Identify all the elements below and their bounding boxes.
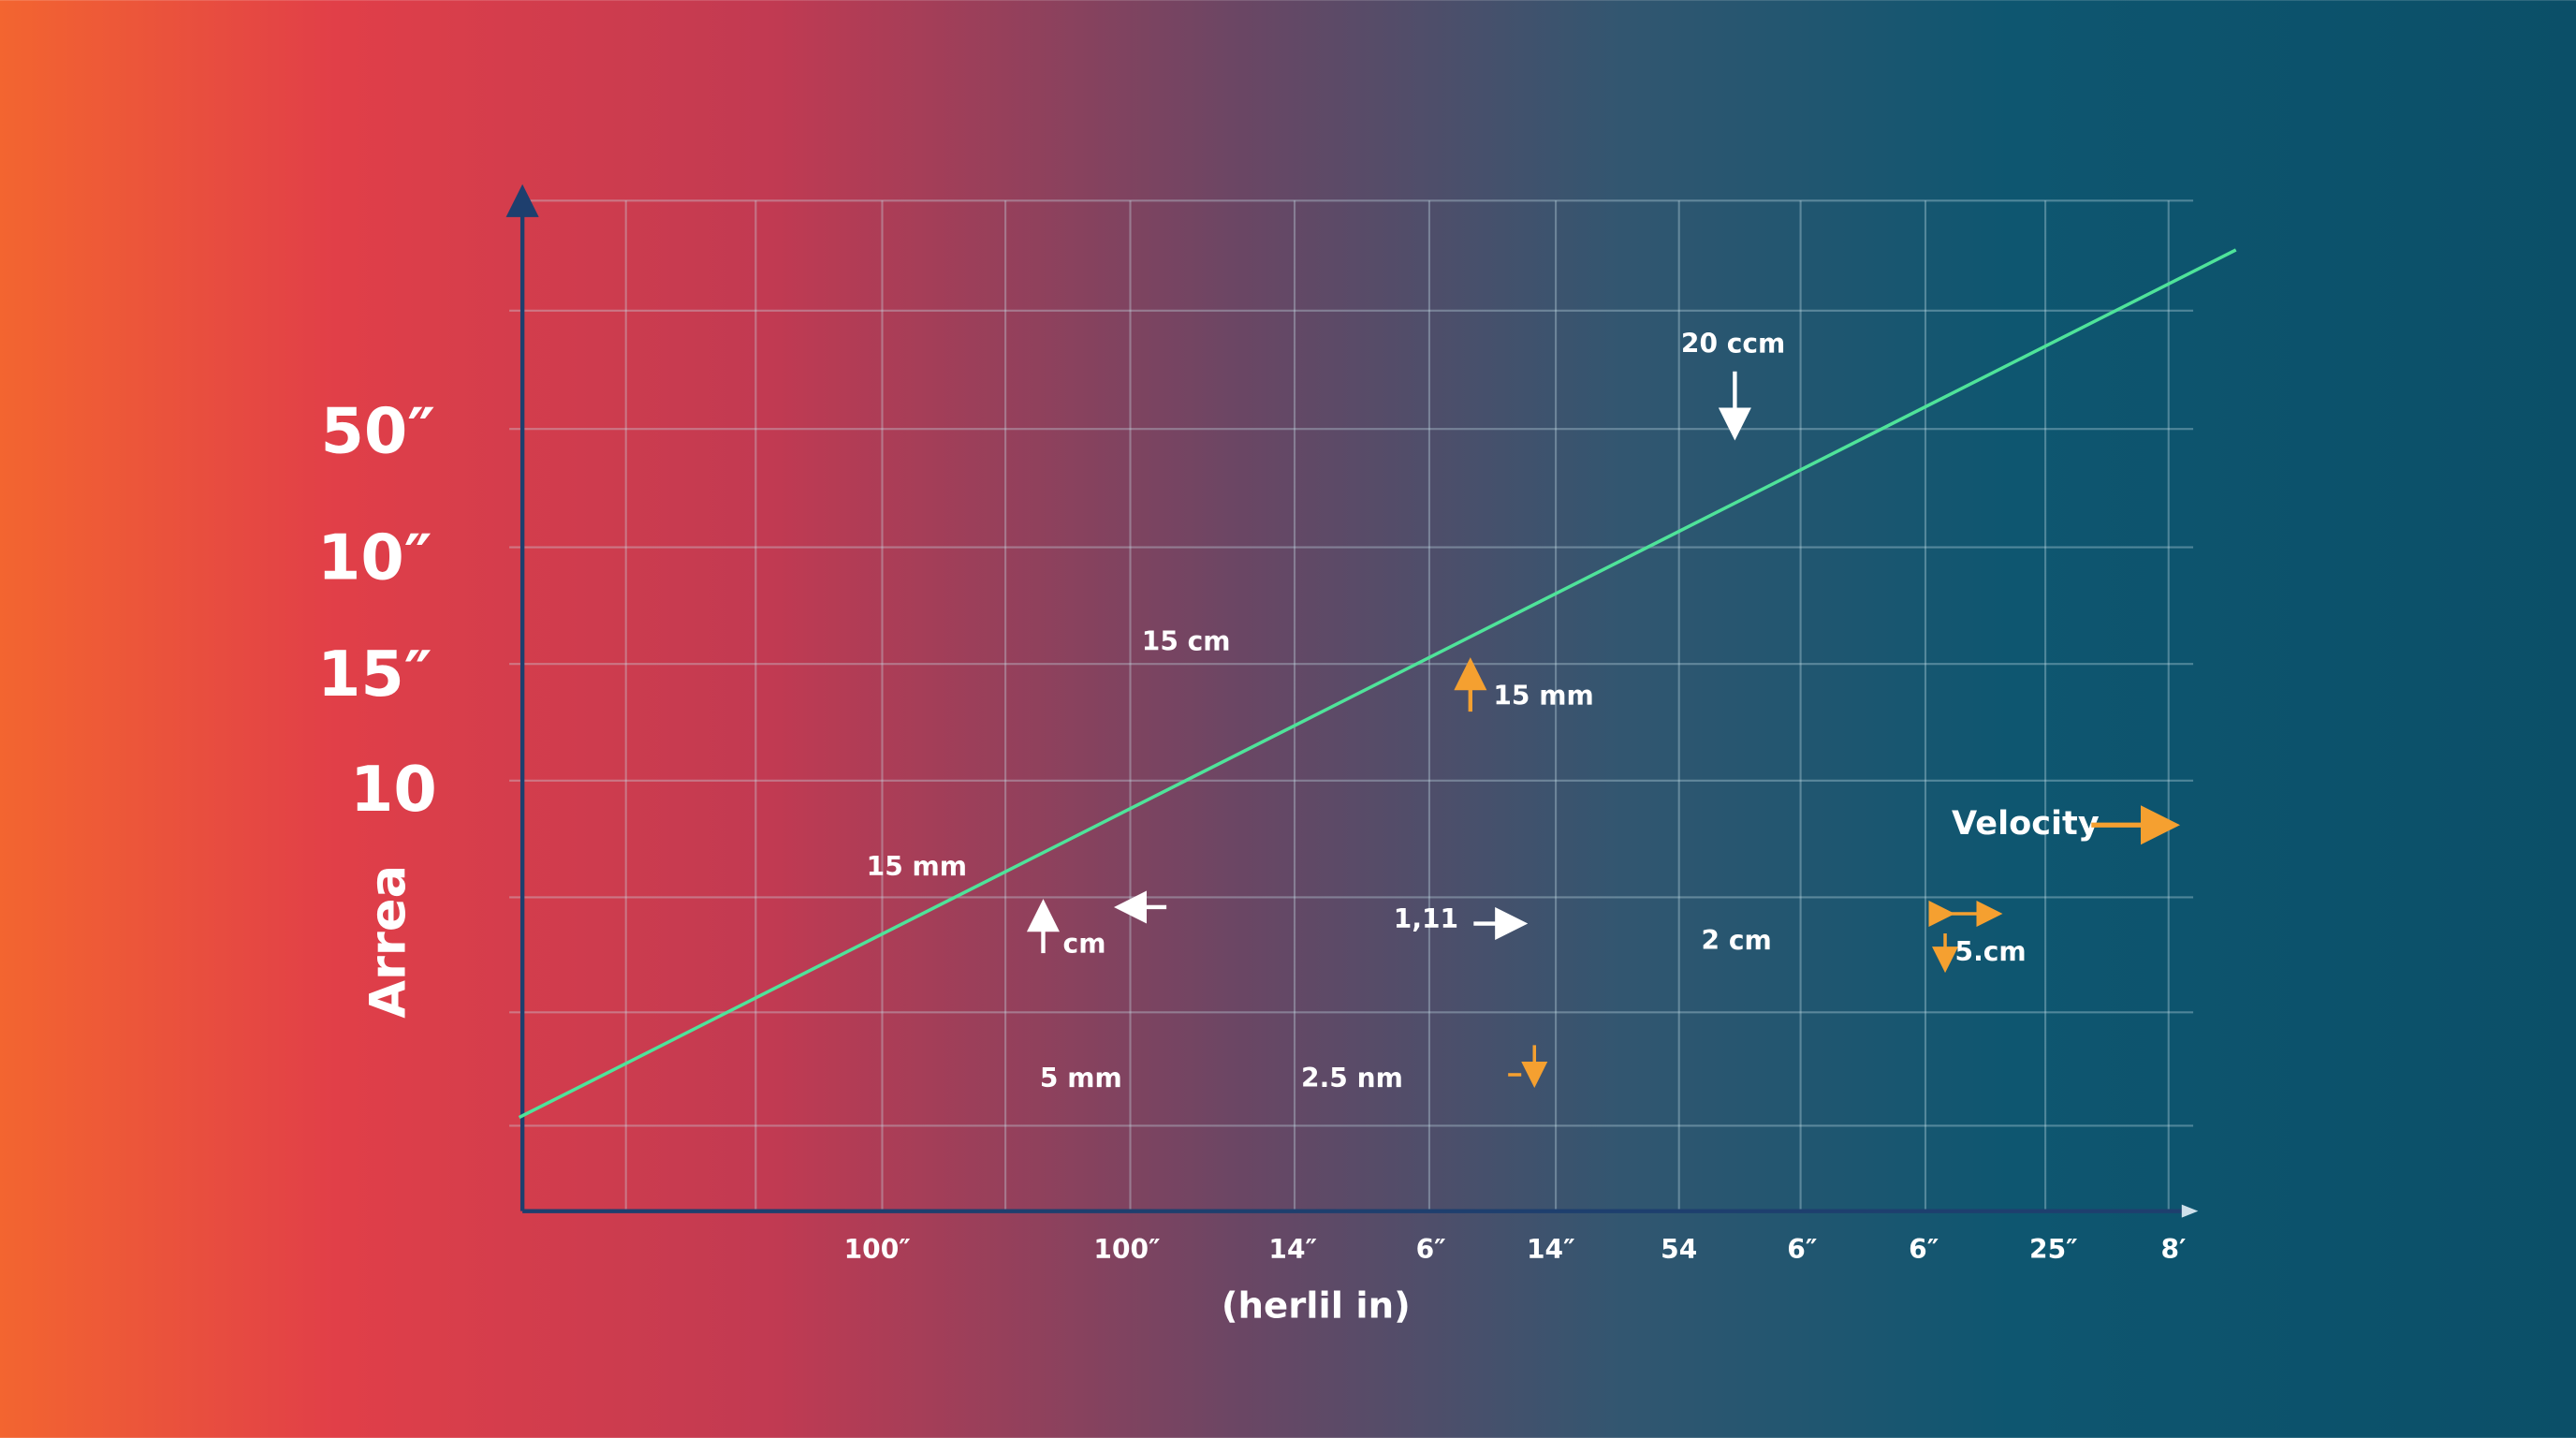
y-tick-label: 50″ [320,394,435,467]
x-tick-label: 6″ [1909,1234,1939,1265]
trend-line [518,248,2237,1120]
x-tick-label: 25″ [2029,1234,2078,1265]
annotation: 2.5 nm [1301,1063,1403,1093]
x-tick-label: 54 [1661,1234,1697,1265]
annotation: 2 cm [1702,925,1772,956]
annotation: 15 cm [1142,625,1231,656]
annotation: 15 mm [867,851,967,882]
x-tick-label: 100″ [1093,1234,1160,1265]
x-axis-arrow [2181,1204,2199,1218]
y-tick-label: 15″ [317,638,432,711]
annotation: 5 mm [1040,1063,1122,1093]
annotation: 20 ccm [1681,329,1785,360]
x-tick-label: 6″ [1787,1234,1817,1265]
annotation: 1,11 [1394,903,1458,934]
annotation: 15 mm [1493,680,1593,711]
y-axis-title: Arrea [359,865,417,1019]
x-tick-label: 14″ [1527,1234,1575,1265]
y-tick-label: 10 [350,753,437,826]
annotation: cm [1063,928,1106,959]
y-tick-label: 10″ [317,521,432,594]
x-tick-label: 6″ [1416,1234,1446,1265]
annotation: 5.cm [1955,936,2027,967]
x-tick-label: 14″ [1268,1234,1317,1265]
grid [509,199,2194,1211]
x-tick-label: 8′ [2161,1234,2187,1265]
x-tick-label: 100″ [844,1234,911,1265]
x-axis-title: (herlil in) [1222,1285,1411,1328]
legend-label: Velocity [1952,804,2100,843]
